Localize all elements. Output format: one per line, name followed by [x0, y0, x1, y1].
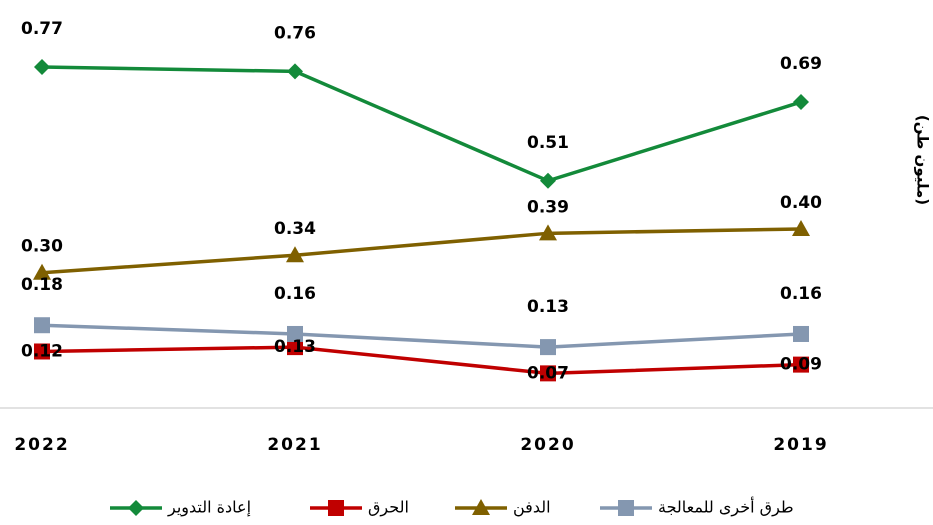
- data-label: 0.69: [780, 54, 822, 74]
- series-line: [41, 65, 802, 183]
- legend-marker: [618, 500, 634, 516]
- point-marker: [793, 325, 809, 342]
- data-label: 0.18: [21, 275, 63, 295]
- point-marker: [793, 356, 809, 373]
- legend-marker: [328, 500, 344, 516]
- data-label: 0.34: [274, 219, 316, 239]
- legend-label: طرق أخرى للمعالجة: [658, 497, 794, 518]
- data-label: 0.13: [527, 297, 569, 317]
- data-label: 0.77: [21, 19, 63, 39]
- legend-label: الدفن: [513, 498, 551, 518]
- data-label: 0.16: [780, 284, 822, 304]
- point-marker: [793, 94, 809, 111]
- data-label: 0.40: [780, 193, 822, 213]
- x-tick-label: 2021: [267, 435, 322, 455]
- legend-marker: [472, 499, 490, 515]
- series-line: [41, 227, 802, 275]
- data-label: 0.07: [527, 363, 569, 383]
- data-label: 0.12: [21, 341, 63, 361]
- data-label: 0.76: [274, 23, 316, 43]
- point-marker: [540, 339, 556, 356]
- data-label: 0.51: [527, 133, 569, 153]
- legend-label: الحرق: [368, 498, 409, 518]
- series-line: [41, 345, 802, 376]
- point-marker: [34, 343, 50, 360]
- x-tick-label: 2020: [520, 435, 575, 455]
- series-line: [41, 323, 802, 349]
- data-label: 0.09: [780, 355, 822, 375]
- y-axis-label: (مليون طن): [914, 115, 932, 205]
- point-marker: [792, 219, 810, 236]
- point-marker: [34, 317, 50, 334]
- data-label: 0.16: [274, 284, 316, 304]
- data-label: 0.39: [527, 197, 569, 217]
- point-marker: [287, 63, 303, 80]
- x-tick-label: 2019: [773, 435, 828, 455]
- point-marker: [540, 365, 556, 382]
- x-tick-label: 2022: [14, 435, 69, 455]
- point-marker: [286, 246, 304, 263]
- data-label: 0.13: [274, 337, 316, 357]
- data-label: 0.30: [21, 237, 63, 257]
- point-marker: [34, 59, 50, 76]
- point-marker: [287, 325, 303, 342]
- point-marker: [539, 224, 557, 241]
- legend-marker: [128, 500, 144, 516]
- point-marker: [33, 263, 51, 280]
- point-marker: [287, 339, 303, 356]
- legend-label: إعادة التدوير: [167, 498, 251, 518]
- point-marker: [540, 172, 556, 189]
